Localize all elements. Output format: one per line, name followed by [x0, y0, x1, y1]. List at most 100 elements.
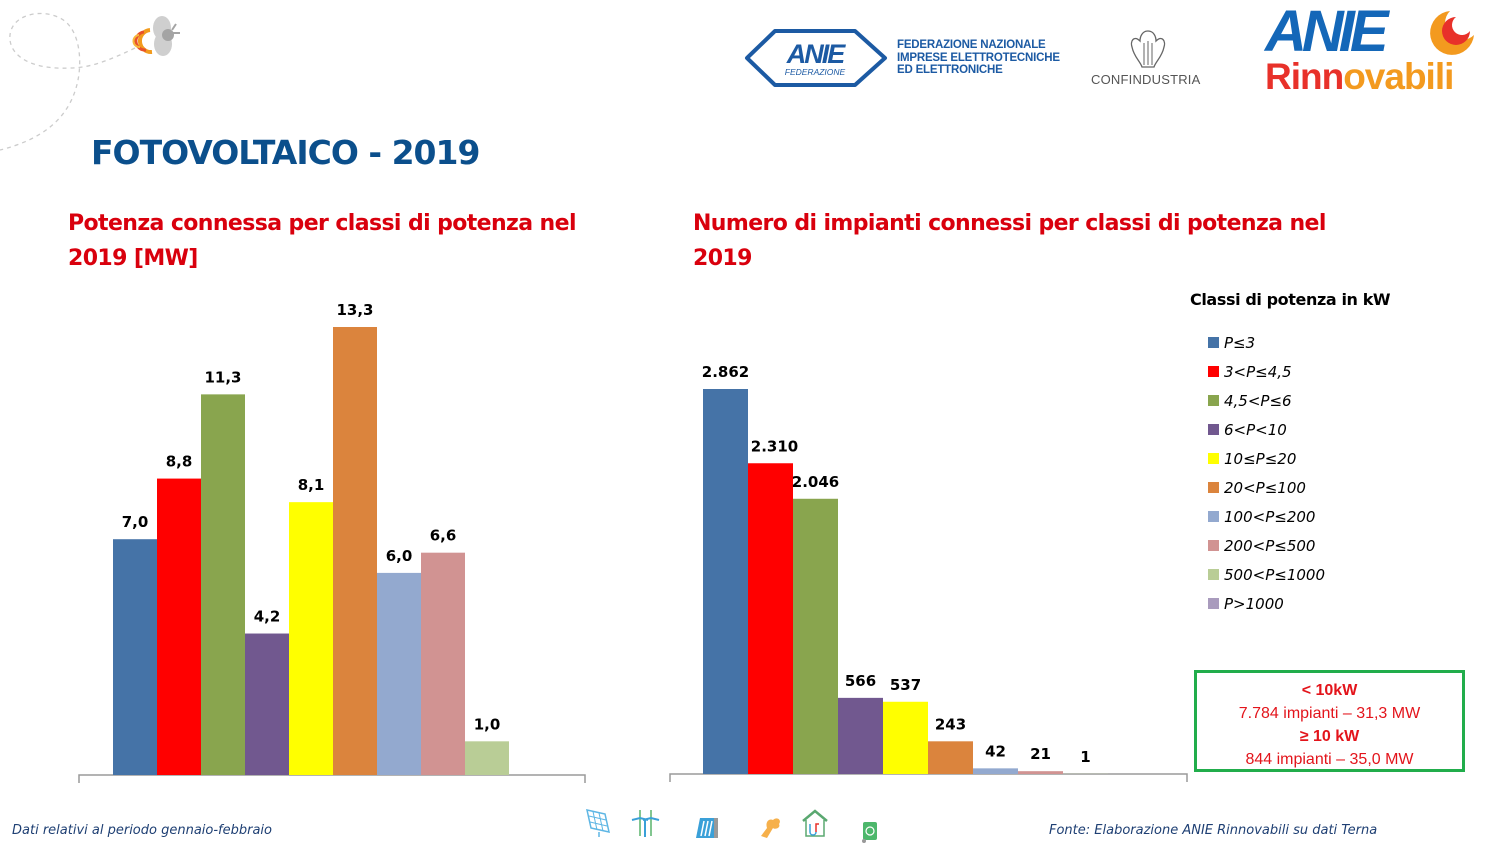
bar-label-8: 1	[1080, 748, 1090, 766]
bar-label-3: 566	[845, 672, 876, 690]
legend-item: 100<P≤200	[1208, 502, 1325, 531]
summary-box: < 10kW 7.784 impianti – 31,3 MW ≥ 10 kW …	[1194, 670, 1465, 772]
right-chart-impianti: 2.862 2.310 2.046 566 537 243 42 21 1	[669, 363, 1188, 782]
bar-7	[1018, 771, 1063, 774]
legend-item: 200<P≤500	[1208, 531, 1325, 560]
legend-swatch	[1208, 482, 1219, 493]
x-axis-line	[669, 773, 1188, 782]
bar-4	[289, 502, 333, 775]
geothermal-icon	[761, 818, 780, 838]
bar-0	[703, 389, 748, 774]
bar-label-4: 8,1	[298, 476, 325, 494]
legend-swatch	[1208, 569, 1219, 580]
bar-label-1: 8,8	[166, 453, 193, 471]
legend-item: 4,5<P≤6	[1208, 386, 1325, 415]
legend-item: 6<P<10	[1208, 415, 1325, 444]
sun-crescent-icon	[1430, 11, 1474, 55]
bar-label-5: 13,3	[336, 301, 373, 319]
anie-mark: ANIE	[786, 39, 846, 69]
bar-label-0: 7,0	[122, 513, 149, 531]
flight-path	[0, 12, 136, 151]
bar-label-2: 11,3	[204, 368, 241, 386]
legend-label: 6<P<10	[1224, 420, 1287, 439]
legend-swatch	[1208, 540, 1219, 551]
anie-rinnovabili-mark: ANIE	[1265, 0, 1389, 64]
legend-label: 200<P≤500	[1224, 536, 1316, 555]
legend-title: Classi di potenza in kW	[1190, 290, 1391, 309]
rinn-part-1: Rinn	[1265, 56, 1344, 97]
summary-over-10kw-value: 844 impianti – 35,0 MW	[1245, 751, 1414, 768]
page-title: FOTOVOLTAICO - 2019	[91, 133, 480, 172]
bar-3	[245, 633, 289, 775]
legend-label: 10≤P≤20	[1224, 449, 1297, 468]
bar-3	[838, 697, 883, 774]
bar-2	[793, 498, 838, 774]
bar-0	[113, 539, 157, 775]
legend-item: 10≤P≤20	[1208, 444, 1325, 473]
bar-label-5: 243	[935, 715, 966, 733]
legend-label: P>1000	[1224, 594, 1284, 613]
wind-turbine-icon	[631, 810, 660, 837]
footer-source: Fonte: Elaborazione ANIE Rinnovabili su …	[1049, 823, 1378, 838]
summary-over-10kw-heading: ≥ 10 kW	[1299, 728, 1360, 745]
bar-label-1: 2.310	[751, 437, 798, 455]
legend: P≤3 3<P≤4,5 4,5<P≤6 6<P<10 10≤P≤20 20<P≤100 10…	[1208, 328, 1325, 618]
fed-line-1: FEDERAZIONE NAZIONALE	[897, 39, 1046, 51]
bar-label-6: 42	[985, 742, 1006, 760]
heat-pump-house-icon	[802, 809, 828, 837]
legend-swatch	[1208, 598, 1219, 609]
bar-label-6: 6,0	[386, 547, 413, 565]
legend-item: 20<P≤100	[1208, 473, 1325, 502]
legend-label: 100<P≤200	[1224, 507, 1316, 526]
bar-4	[883, 701, 928, 774]
bar-6	[377, 572, 421, 775]
bar-1	[157, 478, 201, 775]
left-chart-title: Potenza connessa per classi di potenza n…	[68, 211, 576, 271]
legend-label: 3<P≤4,5	[1224, 362, 1292, 381]
bar-label-8: 1,0	[474, 715, 501, 733]
biomass-recycle-icon	[862, 822, 877, 843]
bar-label-7: 21	[1030, 745, 1051, 763]
legend-item: P≤3	[1208, 328, 1325, 357]
confindustria-logo-text: CONFINDUSTRIA	[1091, 72, 1201, 87]
legend-item: 3<P≤4,5	[1208, 357, 1325, 386]
rinn-part-2: ovabili	[1343, 56, 1454, 97]
solar-panel-icon	[586, 809, 610, 837]
legend-item: 500<P≤1000	[1208, 560, 1325, 589]
legend-label: P≤3	[1224, 333, 1256, 352]
x-axis-line	[78, 774, 586, 783]
legend-swatch	[1208, 424, 1219, 435]
confindustria-eagle-icon	[1130, 30, 1166, 68]
legend-swatch	[1208, 511, 1219, 522]
bar-5	[928, 741, 973, 774]
bar-label-2: 2.046	[792, 473, 839, 491]
bar-6	[973, 768, 1018, 774]
anie-rinnovabili-word: Rinnovabili	[1265, 56, 1454, 97]
summary-under-10kw-value: 7.784 impianti – 31,3 MW	[1238, 705, 1421, 722]
footer-period-note: Dati relativi al periodo gennaio-febbrai…	[12, 823, 272, 838]
bee-decoration	[0, 12, 180, 151]
bar-label-7: 6,6	[430, 527, 457, 545]
bar-5	[333, 327, 377, 775]
legend-label: 500<P≤1000	[1224, 565, 1325, 584]
legend-swatch	[1208, 453, 1219, 464]
bar-label-0: 2.862	[702, 363, 749, 381]
anie-federazione-logo: ANIE FEDERAZIONE	[745, 29, 887, 87]
fed-line-3: ED ELETTRONICHE	[897, 64, 1003, 76]
bee-icon	[132, 16, 180, 56]
legend-swatch	[1208, 395, 1219, 406]
bar-2	[201, 394, 245, 775]
legend-label: 20<P≤100	[1224, 478, 1306, 497]
legend-swatch	[1208, 366, 1219, 377]
bar-7	[421, 552, 465, 775]
summary-under-10kw-heading: < 10kW	[1301, 682, 1358, 699]
fed-line-2: IMPRESE ELETTROTECNICHE	[897, 51, 1060, 64]
right-chart-title: Numero di impianti connessi per classi d…	[693, 211, 1326, 271]
bar-8	[465, 741, 509, 775]
legend-swatch	[1208, 337, 1219, 348]
anie-federazione-text: FEDERAZIONE NAZIONALE IMPRESE ELETTROTEC…	[897, 39, 1060, 77]
anie-sub: FEDERAZIONE	[785, 67, 846, 77]
hydro-dam-icon	[696, 818, 718, 838]
bar-1	[748, 463, 793, 774]
